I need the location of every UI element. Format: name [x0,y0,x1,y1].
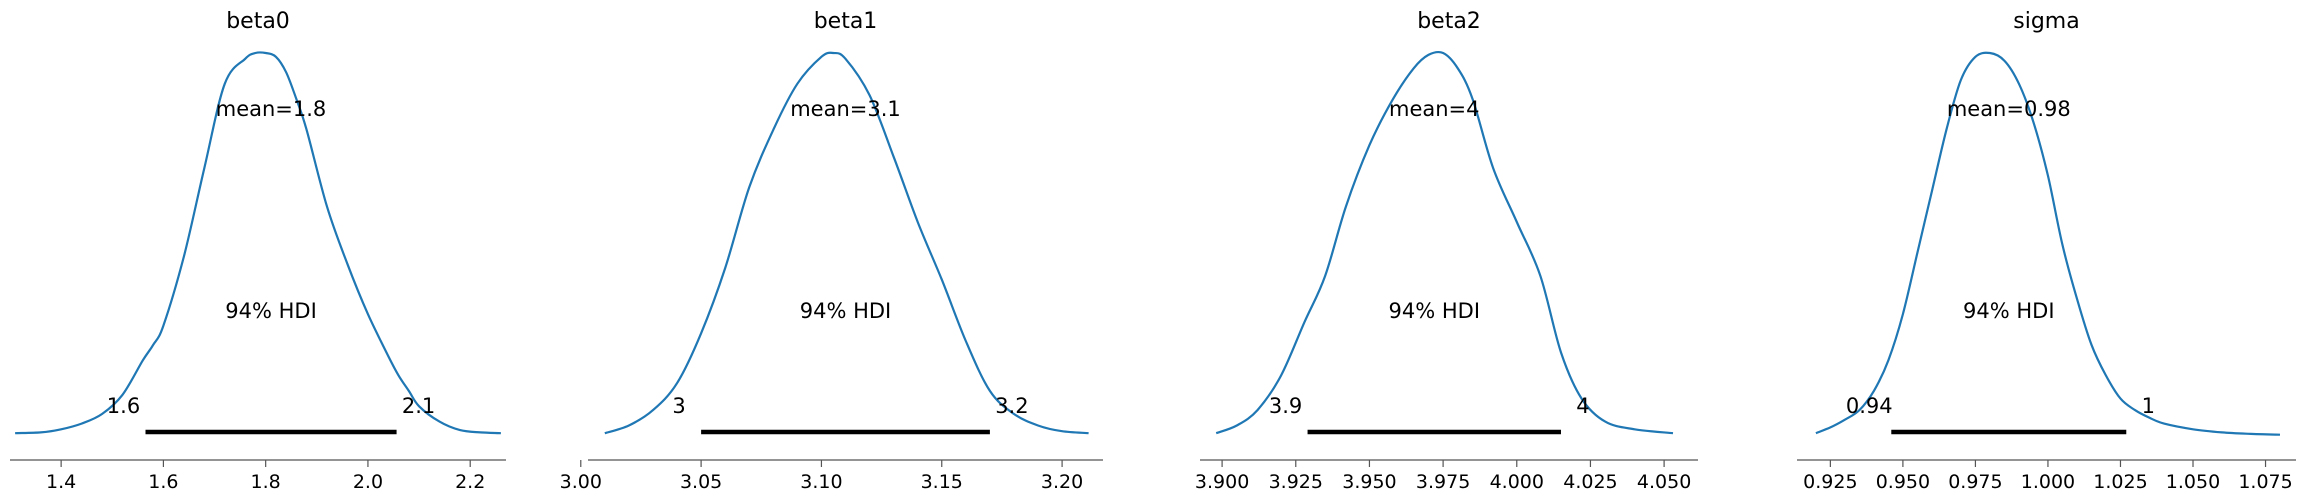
panel-beta0: beta0 mean=1.8 94% HDI 1.6 2.1 1.4 1.6 1.8 2.0 2.… [10,9,506,493]
x-tick-label: 1.000 [2021,471,2075,493]
x-tick-label: 3.925 [1269,471,1323,493]
hdi-low-label: 3 [672,394,685,418]
x-tick-label: 3.00 [560,471,602,493]
density-curve [1815,51,2281,436]
x-tick-label: 0.975 [1948,471,2002,493]
density-curve [1215,50,1674,435]
x-tick-label: 4.050 [1637,471,1691,493]
x-tick-label: 1.4 [46,471,76,493]
x-tick-label: 1.6 [148,471,178,493]
panel-title: beta1 [814,9,878,34]
hdi-high-label: 2.1 [402,394,435,418]
hdi-label: 94% HDI [800,299,892,323]
x-tick-label: 3.05 [680,471,722,493]
hdi-high-label: 4 [1576,394,1589,418]
panel-beta1: beta1 mean=3.1 94% HDI 3 3.2 3.00 3.05 3.10 3.15… [560,9,1103,493]
density-curve [15,51,501,435]
hdi-low-label: 0.94 [1846,394,1893,418]
mean-label: mean=4 [1389,97,1480,121]
x-tick-label: 3.900 [1195,471,1249,493]
hdi-low-label: 3.9 [1269,394,1302,418]
x-tick-label: 1.8 [251,471,281,493]
x-tick-label: 3.975 [1416,471,1470,493]
mean-label: mean=0.98 [1947,97,2071,121]
x-tick-label: 0.925 [1803,471,1857,493]
hdi-high-label: 1 [2142,394,2155,418]
x-tick-label: 2.0 [353,471,383,493]
panel-sigma: sigma mean=0.98 94% HDI 0.94 1 0.925 0.950 0.97… [1797,9,2296,493]
x-tick-label: 1.050 [2166,471,2220,493]
panel-beta2: beta2 mean=4 94% HDI 3.9 4 3.900 3.925 3.950 3.9… [1195,9,1698,493]
x-tick-label: 3.10 [800,471,842,493]
x-tick-label: 4.025 [1563,471,1617,493]
hdi-label: 94% HDI [225,299,317,323]
x-tick-label: 4.000 [1490,471,1544,493]
x-tick-label: 3.20 [1041,471,1083,493]
x-tick-label: 3.15 [921,471,963,493]
panel-title: sigma [2013,9,2079,34]
x-tick-label: 0.950 [1876,471,1930,493]
x-tick-label: 3.950 [1342,471,1396,493]
mean-label: mean=3.1 [790,97,901,121]
x-tick-label: 1.075 [2238,471,2292,493]
panel-title: beta0 [226,9,290,34]
mean-label: mean=1.8 [216,97,327,121]
panel-title: beta2 [1417,9,1481,34]
hdi-low-label: 1.6 [107,394,140,418]
hdi-high-label: 3.2 [995,394,1028,418]
density-curve [604,51,1089,435]
x-tick-label: 2.2 [455,471,485,493]
x-tick-label: 1.025 [2093,471,2147,493]
hdi-label: 94% HDI [1389,299,1481,323]
hdi-label: 94% HDI [1963,299,2055,323]
